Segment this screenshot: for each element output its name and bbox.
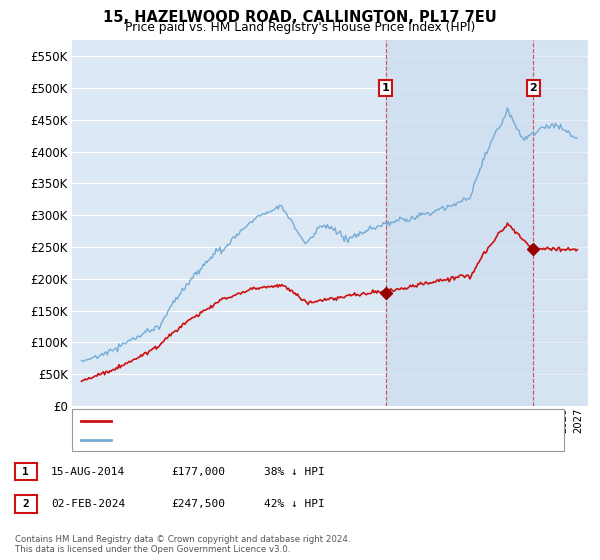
Text: 2: 2 [22, 499, 29, 509]
Text: 1: 1 [382, 83, 389, 93]
Text: 15, HAZELWOOD ROAD, CALLINGTON, PL17 7EU (detached house): 15, HAZELWOOD ROAD, CALLINGTON, PL17 7EU… [115, 416, 472, 426]
Text: 38% ↓ HPI: 38% ↓ HPI [264, 466, 325, 477]
Text: 42% ↓ HPI: 42% ↓ HPI [264, 499, 325, 509]
Text: 15-AUG-2014: 15-AUG-2014 [51, 466, 125, 477]
Text: 2: 2 [529, 83, 537, 93]
Text: Price paid vs. HM Land Registry's House Price Index (HPI): Price paid vs. HM Land Registry's House … [125, 21, 475, 34]
Text: 02-FEB-2024: 02-FEB-2024 [51, 499, 125, 509]
Bar [533, 40, 586, 406]
Text: Contains HM Land Registry data © Crown copyright and database right 2024.
This d: Contains HM Land Registry data © Crown c… [15, 535, 350, 554]
Text: 15, HAZELWOOD ROAD, CALLINGTON, PL17 7EU: 15, HAZELWOOD ROAD, CALLINGTON, PL17 7EU [103, 10, 497, 25]
Text: £177,000: £177,000 [171, 466, 225, 477]
Text: 1: 1 [22, 466, 29, 477]
Text: £247,500: £247,500 [171, 499, 225, 509]
Bar [386, 40, 533, 406]
Text: HPI: Average price, detached house, Cornwall: HPI: Average price, detached house, Corn… [115, 435, 390, 445]
Bar [533, 40, 586, 406]
